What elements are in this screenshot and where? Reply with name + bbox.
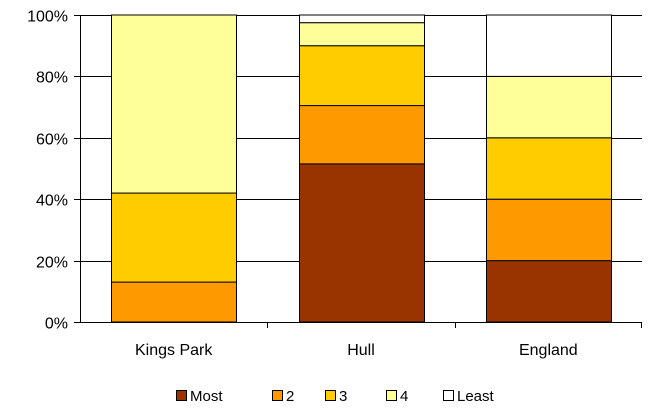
legend-label-4: 4 xyxy=(400,388,408,405)
bar-segment-most xyxy=(299,163,425,323)
y-tick-labels: 0% 20% 40% 60% 80% 100% xyxy=(27,9,68,333)
legend-label-2: 2 xyxy=(286,388,294,405)
bar-segment-least xyxy=(299,14,425,24)
y-tick-label: 20% xyxy=(36,255,68,272)
bars xyxy=(111,14,612,323)
bar-segment-2 xyxy=(111,281,237,323)
legend-swatch-2 xyxy=(272,390,283,401)
bar-segment-3 xyxy=(486,137,612,200)
legend-swatch-least xyxy=(443,390,454,401)
legend-swatch-most xyxy=(176,390,187,401)
legend-label-least: Least xyxy=(457,388,495,405)
y-tick-label: 100% xyxy=(27,9,68,26)
axes xyxy=(74,15,642,328)
bar-segment-4 xyxy=(486,75,612,139)
bar-segment-3 xyxy=(299,45,425,107)
y-tick-label: 0% xyxy=(45,316,68,333)
category-labels: Kings Park Hull England xyxy=(135,342,578,359)
bar-segment-2 xyxy=(486,198,612,262)
y-tick-label: 40% xyxy=(36,193,68,210)
legend-swatch-3 xyxy=(325,390,336,401)
legend-label-most: Most xyxy=(190,388,223,405)
y-tick-label: 60% xyxy=(36,132,68,149)
bar-segment-least xyxy=(486,14,612,77)
legend: Most 2 3 4 Least xyxy=(176,388,495,405)
category-label: Kings Park xyxy=(135,342,213,359)
bar-segment-4 xyxy=(299,22,425,47)
legend-swatch-4 xyxy=(386,390,397,401)
y-tick-label: 80% xyxy=(36,70,68,87)
category-label: England xyxy=(519,342,578,359)
bar-segment-3 xyxy=(111,192,237,283)
bar-segment-4 xyxy=(111,14,237,194)
category-label: Hull xyxy=(347,342,375,359)
bar-segment-most xyxy=(486,260,612,323)
bar-segment-2 xyxy=(299,105,425,165)
legend-label-3: 3 xyxy=(339,388,347,405)
